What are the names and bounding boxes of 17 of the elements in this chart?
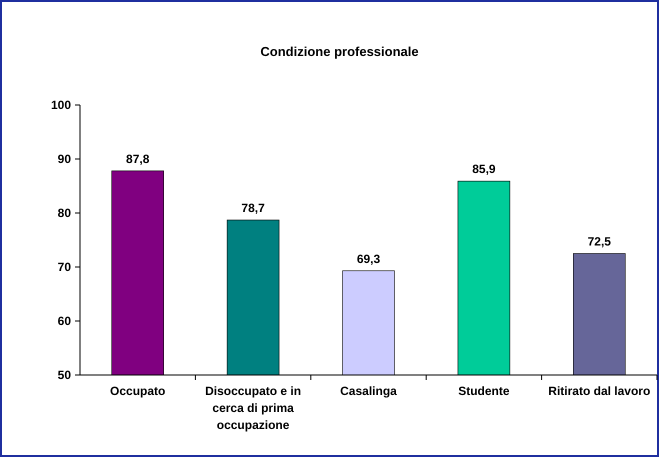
data-label: 78,7 (241, 201, 266, 216)
x-tick-label: Studente (458, 384, 510, 398)
x-tick-label: Ritirato dal lavoro (548, 384, 650, 398)
x-tick-label: Casalinga (340, 384, 398, 398)
data-label: 69,3 (356, 252, 380, 266)
y-tick-label: 80 (58, 206, 72, 220)
y-tick-label: 70 (58, 260, 72, 274)
data-label: 87,8 (126, 152, 150, 166)
y-tick-label: 50 (58, 368, 72, 382)
y-tick-label: 60 (58, 314, 72, 328)
x-tick-label: Disoccupato e in cerca di prima occupazione (205, 384, 302, 432)
data-label: 72,5 (588, 234, 612, 248)
data-label: 85,9 (472, 162, 496, 176)
y-tick-label: 100 (50, 98, 72, 112)
y-tick-label: 90 (58, 152, 72, 166)
chart-title: Condizione professionale (260, 44, 419, 59)
x-tick-label: Occupato (110, 384, 166, 398)
